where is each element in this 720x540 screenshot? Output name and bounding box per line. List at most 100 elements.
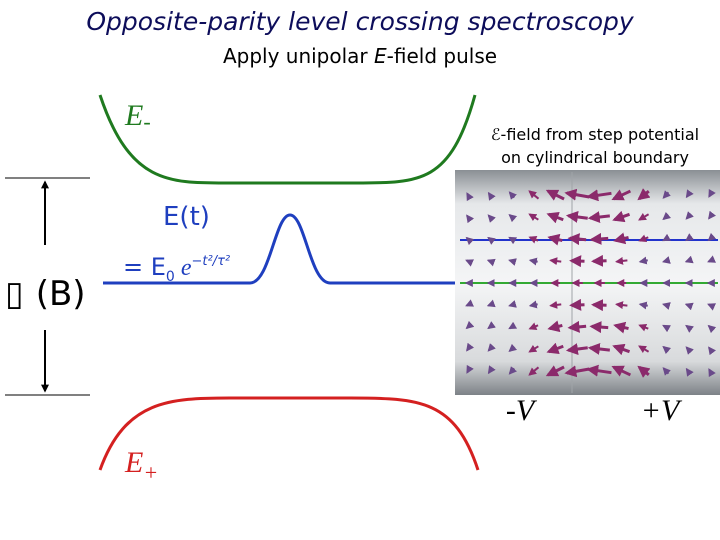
field-arrow — [545, 189, 565, 201]
field-arrow — [637, 365, 651, 378]
field-arrow — [685, 211, 694, 220]
slide-title: Opposite-parity level crossing spectrosc… — [86, 7, 635, 36]
field-arrow — [708, 368, 716, 378]
field-arrow — [638, 301, 648, 310]
pulse-eq: = E — [123, 253, 166, 281]
field-arrow — [465, 259, 475, 267]
field-arrow — [508, 213, 518, 223]
field-arrow — [611, 189, 632, 201]
field-arrow — [487, 191, 496, 201]
field-arrow — [589, 232, 609, 245]
field-arrow — [528, 257, 538, 266]
field-arrow — [708, 346, 717, 356]
field-arrow — [487, 236, 496, 245]
field-arrow — [528, 213, 539, 222]
field-arrow — [528, 344, 539, 353]
field-arrow — [708, 188, 716, 198]
subtitle-italic: E — [374, 44, 387, 68]
field-arrow — [684, 255, 694, 264]
field-arrow — [508, 300, 517, 308]
level-symbol: E — [124, 99, 143, 132]
field-arrow — [466, 342, 475, 352]
field-arrow — [613, 232, 629, 245]
field-arrow — [508, 258, 517, 266]
field-arrow — [638, 345, 650, 353]
field-arrow — [587, 211, 611, 223]
pulse-exponent: −t²/τ² — [191, 254, 230, 269]
gap-label: ▯ (B) — [5, 274, 86, 314]
field-arrow — [487, 321, 496, 330]
field-arrow — [567, 233, 587, 246]
field-arrow — [528, 300, 538, 309]
field-arrow — [638, 256, 648, 265]
level-symbol: E — [124, 446, 143, 479]
field-arrow — [508, 366, 517, 375]
crossing-level-curve — [103, 213, 460, 285]
field-arrow — [528, 366, 540, 376]
field-arrow — [615, 256, 628, 265]
electrode-label: +V — [641, 394, 683, 427]
field-arrow — [487, 214, 496, 223]
field-arrow — [486, 299, 496, 308]
field-arrow — [685, 189, 694, 199]
upper-level-curve — [98, 94, 477, 185]
field-caption: ℰ-field from step potential — [491, 125, 699, 144]
field-arrow — [466, 214, 475, 224]
field-arrow — [638, 213, 650, 221]
subtitle-text: -field pulse — [387, 44, 497, 68]
field-arrow — [546, 212, 564, 224]
field-arrow — [545, 365, 565, 377]
pulse-base: e — [181, 255, 192, 281]
field-arrow — [549, 300, 562, 309]
field-arrow — [589, 321, 609, 334]
field-arrow — [586, 364, 612, 377]
field-arrow — [565, 211, 588, 223]
level-subscript: - — [143, 109, 150, 134]
field-arrow — [465, 236, 475, 246]
field-arrow — [615, 301, 628, 310]
field-arrow — [565, 343, 588, 355]
field-arrow — [612, 343, 631, 356]
lower-level-curve — [98, 396, 480, 471]
field-arrow — [587, 343, 611, 355]
field-arrow — [549, 257, 562, 266]
field-arrow — [564, 365, 590, 378]
electrode-label: -V — [506, 394, 538, 427]
field-arrow — [487, 343, 496, 352]
field-arrow — [528, 322, 539, 330]
field-arrow — [662, 367, 671, 376]
field-arrow — [707, 303, 717, 311]
field-arrow — [611, 365, 632, 377]
field-arrow — [569, 255, 585, 268]
field-arrow — [508, 321, 518, 330]
field-arrow — [685, 367, 694, 377]
subtitle-text: Apply unipolar — [223, 44, 374, 68]
field-arrow — [564, 188, 590, 201]
field-arrow — [613, 321, 629, 334]
field-arrow — [685, 324, 694, 333]
field-arrow — [486, 258, 496, 267]
subtitle: Apply unipolar E-field pulse — [223, 44, 497, 68]
field-arrow — [508, 191, 517, 200]
pulse-lhs: E(t) — [163, 202, 210, 232]
upper-level-label: E- — [124, 99, 151, 134]
level-subscript: + — [143, 460, 158, 485]
field-arrow — [547, 233, 563, 246]
field-arrows — [464, 188, 717, 378]
field-arrow — [567, 320, 587, 333]
field-arrow — [662, 256, 671, 264]
field-arrow — [612, 210, 631, 223]
field-arrow — [662, 190, 671, 199]
gap-prefix: ▯ — [5, 274, 24, 314]
gap-text: (B) — [36, 274, 86, 314]
field-arrow — [707, 232, 717, 242]
field-caption: on cylindrical boundary — [501, 148, 689, 167]
pulse-rhs: = E0 e−t²/τ² — [123, 253, 230, 285]
field-arrow — [569, 298, 585, 311]
field-arrow — [662, 211, 671, 221]
field-arrow — [508, 236, 518, 245]
field-arrow — [685, 233, 694, 242]
field-arrow — [684, 302, 694, 311]
field-arrow — [528, 236, 539, 244]
